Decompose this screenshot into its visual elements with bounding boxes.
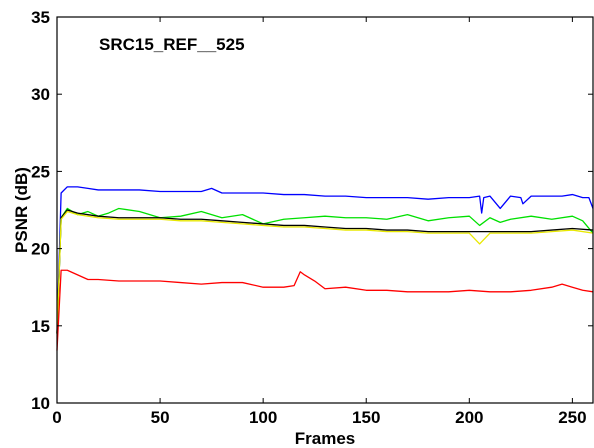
y-axis-label: PSNR (dB) [12,167,31,253]
x-tick-label: 0 [52,408,61,427]
series-layer [56,186,594,351]
plot-area-background [57,17,593,403]
plot-frame [56,16,594,404]
x-tick-label: 200 [455,408,483,427]
y-tick-label: 25 [31,162,50,181]
series-line-1 [56,186,594,334]
series-line-2 [56,207,594,334]
x-axis-label: Frames [295,429,355,448]
tick-layer: 0 50 100 150 200 250 10 15 20 25 30 35 [31,8,593,427]
y-tick-label: 10 [31,394,50,413]
y-tick-label: 35 [31,8,50,27]
y-tick-label: 30 [31,85,50,104]
series-line-3 [56,209,594,334]
x-tick-label: 50 [151,408,170,427]
x-tick-label: 250 [558,408,586,427]
chart-title: SRC15_REF__525 [99,35,245,54]
y-tick-label: 15 [31,317,50,336]
series-line-4 [56,210,594,334]
x-tick-label: 150 [352,408,380,427]
x-tick-label: 100 [249,408,277,427]
y-tick-label: 20 [31,240,50,259]
series-line-5 [56,269,594,351]
